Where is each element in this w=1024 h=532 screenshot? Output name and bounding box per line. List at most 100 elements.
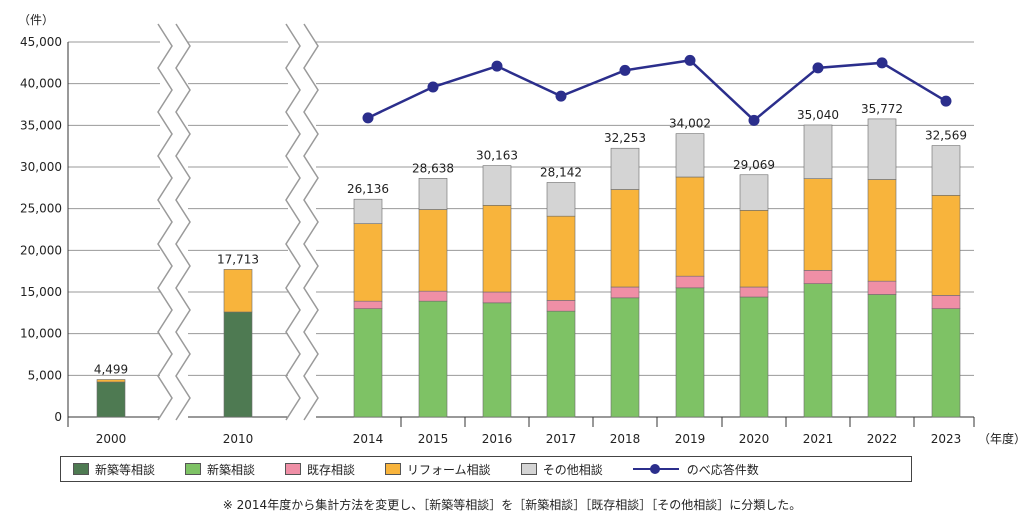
y-tick-label: 0 <box>54 410 62 424</box>
bar-segment-2022 <box>867 280 897 295</box>
bar-segment-2022 <box>867 179 897 282</box>
bar-segment-2016 <box>482 165 512 206</box>
x-tick-label: 2021 <box>803 432 834 446</box>
bar-total-label: 17,713 <box>217 252 259 266</box>
bar-segment-2016 <box>482 291 512 304</box>
legend-swatch <box>185 463 202 475</box>
axis-break-band <box>160 24 188 429</box>
bar-segment-2014 <box>353 308 383 418</box>
bar-segment-2018 <box>610 286 640 299</box>
bar-segment-2018 <box>610 147 640 190</box>
bar-segment-2014 <box>353 223 383 302</box>
x-tick-label: 2015 <box>418 432 449 446</box>
axis-break-edge <box>175 23 191 421</box>
bar-segment-2019 <box>675 287 705 418</box>
legend-swatch <box>285 463 302 475</box>
x-tick-label: 2020 <box>739 432 770 446</box>
legend-item-shinchiku-tou: 新築等相談 <box>73 461 155 478</box>
bar-segment-2016 <box>482 205 512 293</box>
bar-segment-2018 <box>610 189 640 288</box>
y-tick-label: 10,000 <box>20 327 62 341</box>
axis-break-edge <box>285 23 301 421</box>
bar-total-label: 35,772 <box>861 102 903 116</box>
y-tick-label: 40,000 <box>20 77 62 91</box>
line-series-point <box>427 81 439 93</box>
legend-item-other: その他相談 <box>520 461 603 478</box>
bar-total-label: 30,163 <box>476 149 518 163</box>
x-tick-label: 2023 <box>931 432 962 446</box>
bar-segment-2010 <box>223 269 253 313</box>
bar-segment-2020 <box>739 174 769 211</box>
legend-label: 既存相談 <box>307 462 356 477</box>
y-tick-label: 5,000 <box>28 368 62 382</box>
bar-segment-2014 <box>353 300 383 309</box>
legend-item-line: のべ応答件数 <box>632 461 759 478</box>
bar-total-label: 34,002 <box>669 117 711 131</box>
bar-segment-2019 <box>675 176 705 277</box>
bar-segment-2014 <box>353 198 383 224</box>
bar-segment-2021 <box>803 270 833 284</box>
legend-swatch <box>520 463 537 475</box>
y-tick-label: 30,000 <box>20 160 62 174</box>
legend-label: リフォーム相談 <box>407 462 491 477</box>
y-tick-label: 25,000 <box>20 202 62 216</box>
bar-total-label: 29,069 <box>733 158 775 172</box>
bar-segment-2023 <box>931 145 961 196</box>
line-series-point <box>684 54 696 66</box>
bar-segment-2017 <box>546 310 576 418</box>
bar-segment-2019 <box>675 275 705 289</box>
legend-label: のべ応答件数 <box>686 462 759 477</box>
bar-total-label: 28,638 <box>412 161 454 175</box>
legend-swatch <box>385 463 402 475</box>
x-tick-label: 2016 <box>482 432 513 446</box>
x-tick-label: 2018 <box>610 432 641 446</box>
bar-segment-2021 <box>803 124 833 179</box>
bar-segment-2017 <box>546 215 576 301</box>
line-series-point <box>619 64 631 76</box>
bar-segment-2018 <box>610 297 640 418</box>
y-tick-label: 15,000 <box>20 285 62 299</box>
bar-segment-2021 <box>803 283 833 418</box>
axis-break-edge <box>157 23 173 421</box>
bar-total-label: 26,136 <box>347 182 389 196</box>
bar-segment-2015 <box>418 300 448 418</box>
bar-segment-2020 <box>739 286 769 298</box>
bar-segment-2023 <box>931 295 961 309</box>
bar-segment-2015 <box>418 290 448 302</box>
legend-item-shinchiku: 新築相談 <box>185 461 255 478</box>
bar-total-label: 4,499 <box>94 363 128 377</box>
line-series-point <box>940 95 952 107</box>
legend-swatch <box>73 463 89 475</box>
legend-label: 新築等相談 <box>95 462 156 477</box>
legend-item-reform: リフォーム相談 <box>385 461 491 478</box>
legend-label: その他相談 <box>542 462 603 477</box>
x-tick-label: 2022 <box>867 432 898 446</box>
bar-segment-2019 <box>675 133 705 178</box>
y-tick-label: 45,000 <box>20 35 62 49</box>
legend-label: 新築相談 <box>207 462 256 477</box>
bar-segment-2021 <box>803 178 833 271</box>
bar-segment-2022 <box>867 294 897 418</box>
bar-total-label: 32,569 <box>925 129 967 143</box>
chart-legend: 新築等相談 新築相談 既存相談 リフォーム相談 その他相談 のべ応答件数 <box>60 456 912 482</box>
axis-break-band <box>288 24 316 429</box>
bar-total-label: 28,142 <box>540 165 582 179</box>
line-series-point <box>748 114 760 126</box>
bar-segment-2023 <box>931 195 961 296</box>
legend-line-marker-icon <box>632 463 679 475</box>
bar-segment-2020 <box>739 210 769 288</box>
bar-segment-2010 <box>223 311 253 418</box>
bar-total-label: 32,253 <box>604 131 646 145</box>
line-series-point <box>876 57 888 69</box>
x-tick-label: 2017 <box>546 432 577 446</box>
line-series-point <box>812 62 824 74</box>
bar-total-label: 35,040 <box>797 108 839 122</box>
line-series-point <box>491 60 503 72</box>
x-tick-label: 2010 <box>223 432 254 446</box>
bar-segment-2017 <box>546 182 576 217</box>
bar-segment-2023 <box>931 308 961 418</box>
y-axis-unit-label: （件） <box>18 13 54 27</box>
bar-segment-2000 <box>96 379 126 383</box>
bar-segment-2020 <box>739 296 769 418</box>
bar-segment-2016 <box>482 302 512 418</box>
